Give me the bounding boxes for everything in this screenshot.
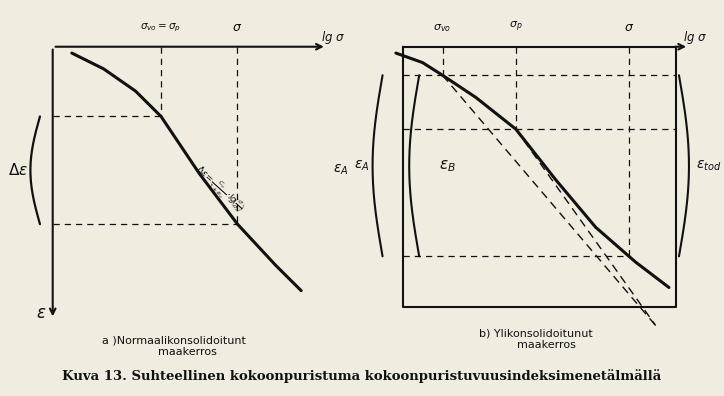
Text: Kuva 13. Suhteellinen kokoonpuristuma kokoonpuristuvuusindeksimenetälmällä: Kuva 13. Suhteellinen kokoonpuristuma ko…	[62, 369, 662, 383]
Text: $\sigma$: $\sigma$	[624, 21, 634, 34]
Text: $lg\ \sigma$: $lg\ \sigma$	[683, 29, 708, 46]
Text: $\sigma$: $\sigma$	[232, 21, 243, 34]
Text: $\varepsilon$: $\varepsilon$	[36, 304, 46, 322]
Text: $\Delta\varepsilon$: $\Delta\varepsilon$	[7, 162, 28, 178]
Text: b) Ylikonsolidoitunut
      maakerros: b) Ylikonsolidoitunut maakerros	[479, 329, 593, 350]
Text: $\varepsilon_{tod}$: $\varepsilon_{tod}$	[696, 158, 721, 173]
Text: $\Delta\varepsilon\!=\!\frac{C_o}{1+e_o}\!\cdot\!lg\!\left(\!\frac{\sigma}{\sigm: $\Delta\varepsilon\!=\!\frac{C_o}{1+e_o}…	[190, 162, 248, 217]
Text: $\varepsilon_B$: $\varepsilon_B$	[439, 158, 456, 173]
Text: $\sigma_p$: $\sigma_p$	[509, 20, 523, 34]
Text: $lg\ \sigma$: $lg\ \sigma$	[321, 29, 345, 46]
Text: $\sigma_{vo}=\sigma_p$: $\sigma_{vo}=\sigma_p$	[140, 22, 182, 34]
Text: $\varepsilon_A$: $\varepsilon_A$	[333, 163, 348, 177]
Text: $\sigma_{vo}$: $\sigma_{vo}$	[434, 22, 452, 34]
Text: $\varepsilon_A$: $\varepsilon_A$	[354, 158, 369, 173]
Text: a )Normaalikonsolidoitunt
        maakerros: a )Normaalikonsolidoitunt maakerros	[102, 335, 245, 357]
